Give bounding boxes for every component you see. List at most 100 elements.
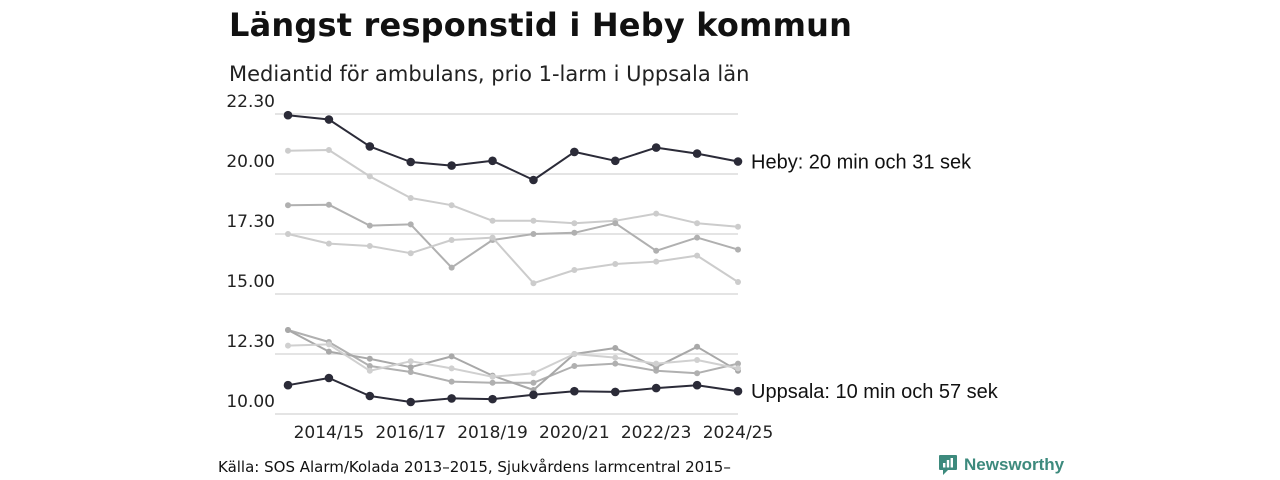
data-point (366, 367, 373, 374)
data-point (735, 246, 741, 253)
data-point (406, 397, 416, 407)
brand-name: Newsworthy (964, 455, 1065, 474)
data-point (530, 217, 537, 224)
data-point (365, 142, 375, 151)
newsworthy-logo-icon (939, 455, 957, 475)
data-point (365, 391, 375, 401)
data-point (612, 354, 619, 361)
series-line (287, 233, 739, 285)
x-tick-label: 2016/17 (375, 423, 446, 443)
data-point (489, 217, 496, 224)
data-point (653, 360, 660, 367)
data-point (407, 364, 414, 371)
data-point (448, 264, 455, 271)
data-point (447, 161, 456, 170)
data-point (285, 231, 291, 237)
highlight-series (283, 110, 743, 185)
data-point (651, 143, 661, 152)
data-point (285, 327, 291, 333)
data-point (529, 390, 538, 400)
y-tick-label: 17.30 (226, 212, 275, 232)
data-point (488, 394, 497, 404)
data-point (733, 157, 743, 166)
data-point (694, 343, 701, 350)
series-line (287, 329, 739, 391)
data-point (692, 149, 702, 158)
data-point (571, 363, 578, 369)
series-line (287, 343, 739, 378)
y-tick-label: 12.30 (226, 332, 275, 352)
data-point (571, 267, 578, 273)
y-tick-label: 15.00 (226, 272, 275, 292)
y-tick-label: 22.30 (226, 92, 275, 112)
series-line (287, 377, 739, 403)
x-tick-label: 2018/19 (457, 423, 528, 443)
data-point (283, 380, 293, 390)
data-point (325, 240, 332, 247)
data-point (366, 363, 373, 369)
data-point (694, 370, 701, 377)
data-point (489, 234, 496, 241)
data-point (570, 386, 579, 396)
data-point (285, 342, 291, 349)
y-tick-label: 10.00 (226, 392, 275, 412)
data-point (530, 370, 537, 377)
series-label: Heby: 20 min och 31 sek (751, 152, 972, 174)
data-point (489, 379, 496, 386)
x-tick-label: 2014/15 (294, 423, 365, 443)
data-point (530, 379, 537, 386)
chart-title: Längst responstid i Heby kommun (229, 6, 853, 44)
data-point (447, 394, 456, 403)
chart-subtitle: Mediantid för ambulans, prio 1-larm i Up… (229, 62, 750, 86)
data-point (407, 195, 414, 201)
data-point (406, 157, 416, 167)
data-point (612, 220, 619, 227)
data-point (694, 220, 701, 227)
x-tick-label: 2024/25 (703, 423, 774, 443)
data-point (285, 147, 291, 154)
data-point (448, 365, 455, 372)
data-point (407, 221, 414, 228)
data-point (324, 373, 334, 383)
data-point (324, 115, 334, 124)
data-point (530, 280, 537, 287)
background-series (285, 231, 741, 287)
data-point (694, 357, 701, 363)
data-point (407, 250, 414, 257)
data-point (653, 247, 660, 254)
x-tick-label: 2022/23 (621, 423, 692, 443)
brand-logo[interactable]: Newsworthy (938, 454, 1064, 476)
data-point (366, 243, 373, 249)
x-tick-label: 2020/21 (539, 423, 610, 443)
data-point (610, 156, 620, 166)
series-label: Uppsala: 10 min och 57 sek (751, 381, 999, 403)
data-point (325, 147, 332, 153)
series-line (287, 203, 739, 269)
line-chart: 10.00 12.30 15.00 17.30 20.00 22.30 2014/15 201… (226, 92, 999, 443)
data-point (570, 147, 579, 157)
data-point (366, 222, 373, 229)
data-point (448, 378, 455, 385)
data-point (448, 353, 455, 360)
data-point (366, 173, 373, 180)
data-point (325, 201, 332, 208)
data-point (612, 345, 619, 351)
highlight-series (283, 373, 743, 407)
data-point (407, 358, 414, 365)
data-point (733, 386, 743, 396)
data-point (448, 202, 455, 209)
data-point (735, 360, 741, 367)
data-point (530, 231, 537, 237)
series-line (287, 149, 739, 228)
data-point (694, 252, 701, 259)
data-point (325, 341, 332, 348)
data-point (285, 202, 291, 209)
data-point (653, 258, 660, 265)
data-point (366, 355, 373, 362)
data-point (529, 175, 538, 185)
data-point (407, 369, 414, 375)
data-point (735, 279, 741, 285)
data-point (735, 223, 741, 230)
data-point (653, 210, 660, 217)
data-point (571, 229, 578, 236)
